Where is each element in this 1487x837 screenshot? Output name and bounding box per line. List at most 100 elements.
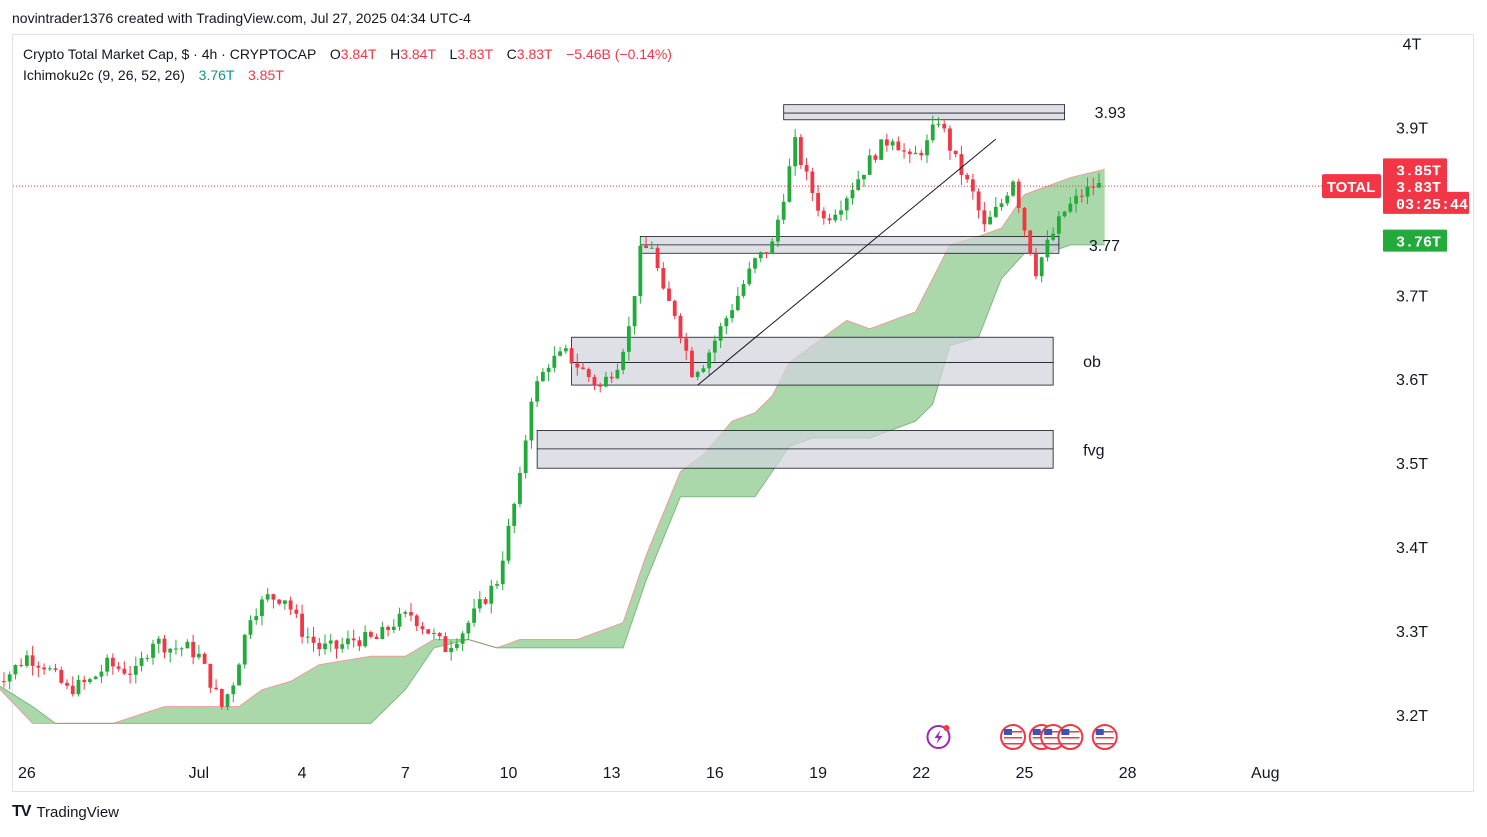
candle-body-2025-07-06T20:00: [397, 613, 402, 627]
candle-body-2025-07-16T00:00: [712, 340, 717, 353]
flag-stripe: [1044, 731, 1063, 733]
x-tick-label: 25: [1016, 765, 1034, 782]
candle-body-2025-06-29T12:00: [145, 657, 150, 659]
candle-body-2025-07-01T00:00: [196, 653, 201, 658]
footer-brand[interactable]: TV TradingView: [12, 803, 119, 821]
flag-canton: [1095, 729, 1104, 735]
candle-body-2025-06-26T20:00: [53, 668, 58, 670]
candle-body-2025-07-17T00:00: [747, 268, 752, 285]
candle-body-2025-07-07T08:00: [414, 615, 419, 627]
candle-body-2025-07-24T00:00: [988, 216, 992, 225]
candle-body-2025-07-15T00:00: [678, 315, 683, 339]
candle-body-2025-07-03T16:00: [288, 600, 293, 610]
events-layer: [926, 724, 1118, 750]
candle-body-2025-07-24T20:00: [1016, 181, 1021, 208]
event-dot: [943, 725, 950, 731]
candle-body-2025-07-19T04:00: [821, 210, 826, 219]
low-value: 3.83T: [457, 46, 493, 62]
open-label: O: [329, 46, 341, 62]
candle-body-2025-07-19T16:00: [839, 210, 843, 215]
flag-stripe: [1004, 740, 1023, 742]
trendline: [697, 138, 997, 386]
candle-body-2025-07-13T08:00: [621, 351, 626, 370]
candle-body-2025-07-23T00:00: [953, 150, 958, 155]
candle-body-2025-07-13T20:00: [638, 245, 643, 297]
candle-body-2025-07-05T04:00: [340, 644, 345, 649]
candle-body-2025-07-12T00:00: [575, 363, 580, 368]
candle-body-2025-07-13T12:00: [626, 326, 631, 352]
candle-body-2025-06-25T12:00: [7, 674, 12, 682]
candle-body-2025-06-25T20:00: [19, 665, 24, 667]
y-tick-label: 3.2T: [1396, 708, 1428, 725]
candle-body-2025-07-09T00:00: [472, 608, 476, 623]
candle-body-2025-07-17T12:00: [764, 252, 769, 254]
indicator-name: Ichimoku2c (9, 26, 52, 26): [23, 67, 185, 83]
candle-body-2025-07-22T12:00: [936, 123, 941, 125]
chart-legend: Crypto Total Market Cap, $ · 4h · CRYPTO…: [23, 45, 672, 87]
candle-body-2025-07-15T12:00: [695, 371, 700, 378]
candle-body-2025-07-21T00:00: [884, 139, 889, 146]
candle-body-2025-07-12T04:00: [581, 367, 585, 370]
zone-box-2: [571, 336, 1054, 386]
flag-stripe: [1061, 734, 1080, 736]
candle-body-2025-07-14T04:00: [649, 247, 654, 249]
high-label: H: [390, 46, 401, 62]
candle-body-2025-06-30T16:00: [185, 641, 190, 649]
candle-body-2025-07-09T04:00: [477, 599, 482, 609]
candle-body-2025-07-05T20:00: [363, 632, 368, 647]
candle-body-2025-07-08T20:00: [466, 622, 471, 634]
flag-stripe: [1095, 734, 1114, 736]
price-tag-bg-2: [1383, 191, 1469, 214]
indicator-legend-row[interactable]: Ichimoku2c (9, 26, 52, 26) 3.76T 3.85T: [23, 66, 672, 87]
candle-body-2025-07-22T20:00: [948, 128, 952, 151]
candle-body-2025-07-10T08:00: [518, 472, 522, 504]
x-tick-label: 16: [706, 765, 724, 782]
candle-body-2025-07-07T20:00: [432, 633, 436, 635]
candle-body-2025-07-26T16:00: [1079, 195, 1084, 197]
candle-body-2025-06-30T12:00: [179, 648, 184, 650]
candle-body-2025-07-18T04:00: [787, 166, 792, 202]
x-tick-label: 4: [298, 765, 307, 782]
candle-body-2025-07-23T20:00: [982, 210, 987, 225]
flag-stripe: [1004, 731, 1023, 733]
flag-stripe: [1004, 734, 1023, 736]
candle-body-2025-07-01T08:00: [208, 663, 213, 688]
candle-body-2025-07-02T16:00: [254, 616, 259, 621]
symbol-legend-row[interactable]: Crypto Total Market Cap, $ · 4h · CRYPTO…: [23, 45, 672, 66]
candle-body-2025-07-11T12:00: [558, 351, 562, 356]
candle-body-2025-07-20T20:00: [879, 139, 884, 160]
zone-label-1: 3.77: [1089, 238, 1120, 255]
candle-body-2025-07-11T04:00: [546, 367, 551, 372]
y-tick-label: 4T: [1403, 36, 1422, 53]
y-tick-label: 3.7T: [1396, 288, 1428, 305]
flag-stripe: [1095, 743, 1114, 745]
chart-credit: novintrader1376 created with TradingView…: [12, 10, 471, 26]
zone-label-0: 3.93: [1095, 105, 1126, 122]
candle-body-2025-07-22T16:00: [942, 123, 947, 129]
candle-body-2025-07-18T20:00: [810, 171, 815, 194]
candle-body-2025-07-03T08:00: [277, 599, 282, 604]
candle-body-2025-07-03T12:00: [282, 600, 287, 604]
y-tick-label: 3.5T: [1396, 456, 1428, 473]
candle-body-2025-06-30T08:00: [174, 648, 178, 650]
candle-body-2025-07-02T20:00: [260, 599, 264, 617]
candle-body-2025-07-12T12:00: [592, 376, 597, 385]
price-tag-text-3: 3.76T: [1396, 235, 1441, 252]
candle-body-2025-07-04T04:00: [305, 636, 310, 638]
candle-body-2025-07-26T12:00: [1074, 195, 1078, 204]
y-tick-label: 3.3T: [1396, 624, 1428, 641]
candle-body-2025-07-05T00:00: [334, 640, 339, 649]
tradingview-logo-icon: TV: [12, 803, 31, 820]
flag-canton: [1032, 729, 1041, 735]
candle-body-2025-06-27T04:00: [65, 682, 69, 686]
candle-body-2025-07-09T12:00: [489, 585, 494, 604]
candle-body-2025-07-23T16:00: [976, 191, 981, 211]
candle-body-2025-07-26T00:00: [1056, 216, 1061, 234]
candle-body-2025-07-01T16:00: [219, 689, 224, 707]
candle-body-2025-07-14T12:00: [661, 268, 666, 289]
candle-body-2025-07-08T04:00: [443, 636, 448, 653]
candle-body-2025-06-29T00:00: [128, 673, 132, 675]
candle-body-2025-07-11T00:00: [540, 371, 545, 382]
